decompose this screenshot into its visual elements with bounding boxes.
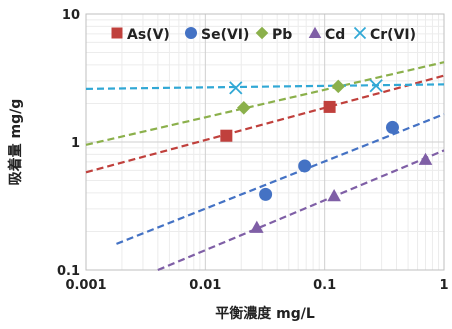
- x-tick-label: 0.1: [313, 278, 336, 293]
- y-axis-label: 吸着量 mg/g: [7, 99, 24, 186]
- x-axis-ticks: 0.001 0.01 0.1 1: [65, 278, 448, 293]
- circle-marker: [298, 159, 312, 173]
- circle-marker: [185, 27, 197, 39]
- trendline: [85, 74, 445, 174]
- triangle-marker: [250, 220, 264, 233]
- x-marker: [369, 79, 383, 93]
- triangle-marker: [327, 188, 341, 202]
- x-marker: [353, 26, 367, 40]
- x-axis-label: 平衡濃度 mg/L: [215, 305, 315, 322]
- trendlines: [85, 61, 445, 272]
- x-tick-label: 0.01: [189, 278, 221, 293]
- diamond-marker: [331, 79, 346, 94]
- legend-item: Se(VI): [185, 27, 249, 43]
- circle-marker: [259, 187, 273, 201]
- square-marker: [220, 129, 233, 142]
- x-marker: [229, 81, 243, 95]
- trendline: [85, 61, 445, 146]
- data-points: [220, 79, 433, 233]
- legend-label: As(V): [127, 27, 170, 43]
- legend-label: Cr(VI): [370, 27, 416, 43]
- legend: As(V) Se(VI) Pb Cd Cr(VI): [111, 26, 416, 43]
- circle-marker: [385, 120, 399, 134]
- y-tick-label: 10: [62, 8, 80, 23]
- trendline: [85, 83, 445, 90]
- legend-label: Cd: [325, 27, 345, 43]
- plot-area-border: [85, 13, 445, 271]
- triangle-marker: [418, 152, 433, 165]
- trendline: [116, 113, 445, 245]
- legend-item: Cr(VI): [353, 26, 416, 43]
- triangle-marker: [308, 26, 322, 39]
- x-tick-label: 0.001: [65, 278, 106, 293]
- x-tick-label: 1: [439, 278, 448, 293]
- legend-label: Pb: [272, 27, 292, 43]
- legend-item: As(V): [111, 27, 170, 43]
- y-tick-label: 1: [71, 136, 80, 151]
- diamond-marker: [236, 101, 251, 115]
- square-marker: [323, 100, 336, 113]
- diamond-marker: [255, 26, 269, 40]
- legend-item: Cd: [308, 26, 345, 43]
- square-marker: [111, 27, 123, 39]
- trendline: [157, 149, 445, 272]
- y-tick-label: 0.1: [57, 264, 80, 279]
- y-axis-ticks: 0.1 1 10: [57, 8, 80, 279]
- legend-label: Se(VI): [201, 27, 249, 43]
- legend-item: Pb: [255, 26, 292, 43]
